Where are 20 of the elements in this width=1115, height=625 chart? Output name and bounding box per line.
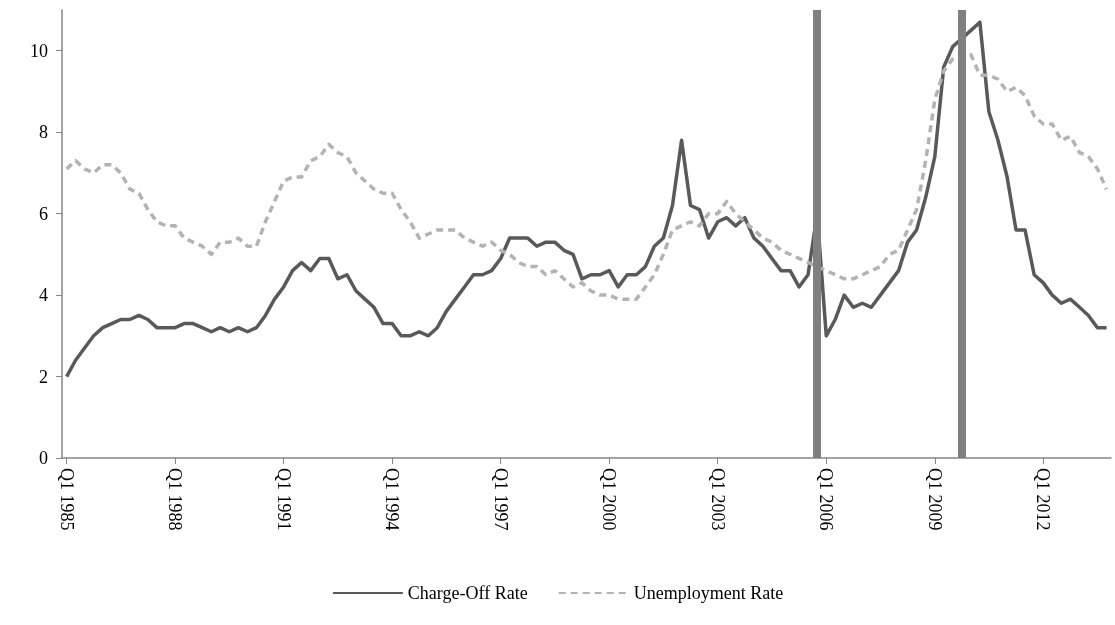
legend-label: Charge-Off Rate bbox=[407, 583, 528, 603]
line-series bbox=[64, 20, 1109, 379]
x-tick-label: Q1 1991 bbox=[273, 468, 294, 531]
x-tick-label: Q1 1994 bbox=[382, 468, 403, 531]
x-tick-label: Q1 1985 bbox=[56, 468, 77, 531]
legend-label: Unemployment Rate bbox=[633, 583, 784, 603]
y-tick-label: 4 bbox=[39, 285, 48, 306]
x-tick-label: Q1 1988 bbox=[165, 468, 186, 531]
x-tick-label: Q1 2012 bbox=[1033, 468, 1054, 531]
x-tick-label: Q1 1997 bbox=[490, 468, 511, 531]
x-tick-label: Q1 2009 bbox=[924, 468, 945, 531]
y-tick-label: 8 bbox=[39, 122, 48, 143]
line-series bbox=[64, 53, 1109, 301]
x-tick-label: Q1 2006 bbox=[816, 468, 837, 531]
y-tick-label: 0 bbox=[39, 448, 48, 468]
y-tick-label: 6 bbox=[39, 203, 48, 224]
y-tick-label: 10 bbox=[30, 40, 48, 61]
x-tick-label: Q1 2000 bbox=[599, 468, 620, 531]
x-tick-label: Q1 2003 bbox=[707, 468, 728, 531]
y-tick-label: 2 bbox=[39, 366, 48, 387]
